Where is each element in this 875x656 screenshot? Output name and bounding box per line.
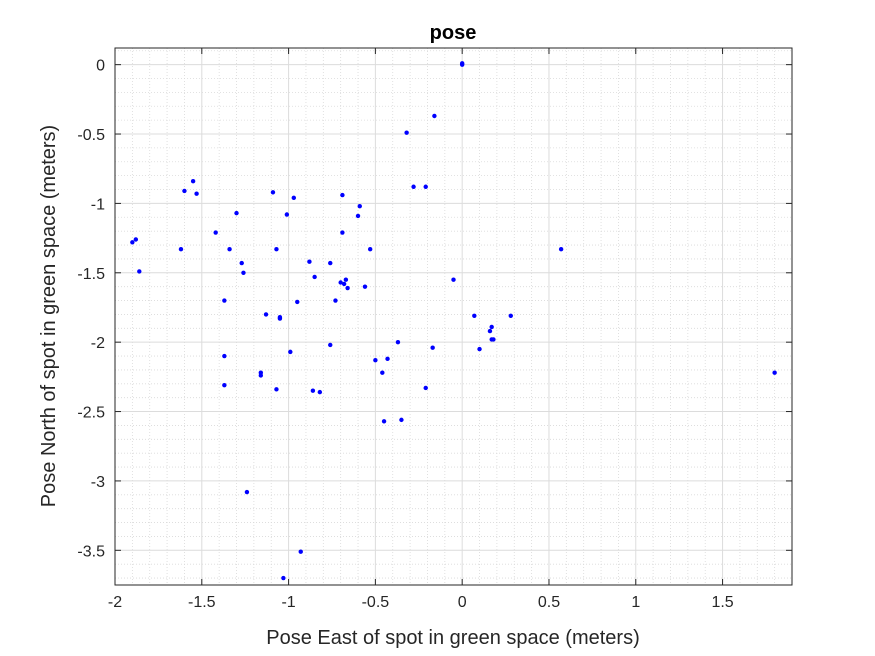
data-point	[298, 549, 303, 554]
data-point	[373, 358, 378, 363]
data-point	[343, 277, 349, 282]
data-point	[227, 247, 232, 252]
y-tick-label: -2.5	[77, 405, 105, 422]
data-point	[432, 113, 437, 119]
data-point	[274, 247, 279, 252]
data-point	[399, 417, 404, 423]
data-point	[194, 191, 199, 196]
x-tick-label: 0	[458, 594, 467, 611]
data-point	[190, 179, 196, 184]
data-point	[333, 298, 338, 303]
data-point	[263, 312, 269, 317]
x-tick-label: -1	[281, 594, 295, 611]
plot-area	[115, 48, 792, 585]
data-point	[241, 270, 246, 275]
data-point	[367, 247, 373, 252]
data-point	[222, 382, 227, 388]
data-point	[222, 298, 227, 303]
x-axis-label: Pose East of spot in green space (meters…	[266, 627, 640, 649]
y-tick-label: -3.5	[77, 543, 105, 560]
y-tick-label: -3	[91, 474, 105, 491]
data-point	[295, 299, 300, 305]
data-point	[477, 346, 482, 352]
data-point	[558, 247, 564, 252]
data-point	[307, 259, 312, 264]
data-point	[423, 184, 428, 189]
y-axis-label: Pose North of spot in green space (meter…	[38, 125, 60, 507]
data-point	[357, 203, 362, 209]
data-point	[404, 130, 409, 135]
data-point	[133, 237, 139, 242]
data-point	[385, 356, 390, 362]
y-tick-label: -0.5	[77, 127, 105, 144]
data-point	[340, 192, 345, 198]
data-point	[423, 385, 428, 391]
y-tick-label: -1	[91, 196, 105, 213]
data-point	[291, 195, 296, 201]
data-point	[772, 370, 777, 375]
data-point	[508, 313, 513, 319]
data-point	[234, 210, 239, 216]
data-point	[310, 388, 316, 393]
chart-title: pose	[430, 22, 477, 44]
data-point	[258, 373, 264, 378]
data-point	[340, 230, 345, 235]
data-point	[317, 389, 323, 395]
x-tick-label: -1.5	[188, 594, 216, 611]
data-point	[489, 324, 494, 330]
x-tick-label: 0.5	[538, 594, 560, 611]
tick-marks	[114, 48, 792, 585]
data-point	[137, 269, 142, 274]
data-point	[130, 240, 135, 245]
data-point	[312, 274, 317, 280]
data-point	[395, 339, 401, 345]
data-point	[411, 184, 416, 189]
data-point	[277, 316, 283, 321]
data-point	[459, 62, 465, 67]
data-point	[239, 260, 244, 266]
y-tick-label: -1.5	[77, 266, 105, 283]
data-point	[244, 489, 250, 495]
data-point	[288, 349, 293, 355]
data-points	[130, 61, 777, 581]
data-point	[182, 188, 187, 194]
data-point	[270, 190, 276, 195]
data-point	[491, 337, 496, 342]
data-point	[487, 328, 493, 334]
data-point	[380, 370, 385, 375]
plot-frame	[114, 47, 793, 586]
data-point	[381, 419, 387, 424]
x-tick-label: -2	[108, 594, 122, 611]
data-point	[362, 284, 368, 289]
y-tick-label: 0	[96, 58, 105, 75]
y-tick-label: -2	[91, 335, 105, 352]
data-point	[341, 281, 347, 287]
data-point	[345, 285, 350, 291]
data-point	[284, 212, 290, 217]
data-point	[338, 280, 343, 285]
x-tick-label: 1.5	[711, 594, 733, 611]
data-point	[281, 575, 286, 581]
data-point	[451, 277, 456, 282]
data-point	[328, 260, 333, 266]
data-point	[430, 345, 435, 350]
x-tick-label: 1	[631, 594, 640, 611]
y-tick-labels: 0 -0.5 -1 -1.5 -2 -2.5 -3 -3.5	[77, 58, 105, 561]
data-point	[328, 342, 333, 348]
x-tick-label: -0.5	[362, 594, 390, 611]
data-point	[178, 247, 184, 252]
data-point	[213, 230, 218, 235]
x-tick-labels: -2 -1.5 -1 -0.5 0 0.5 1 1.5	[108, 594, 734, 611]
data-point	[222, 353, 227, 359]
data-point	[472, 313, 477, 319]
data-point	[355, 213, 361, 219]
data-point	[274, 387, 279, 392]
